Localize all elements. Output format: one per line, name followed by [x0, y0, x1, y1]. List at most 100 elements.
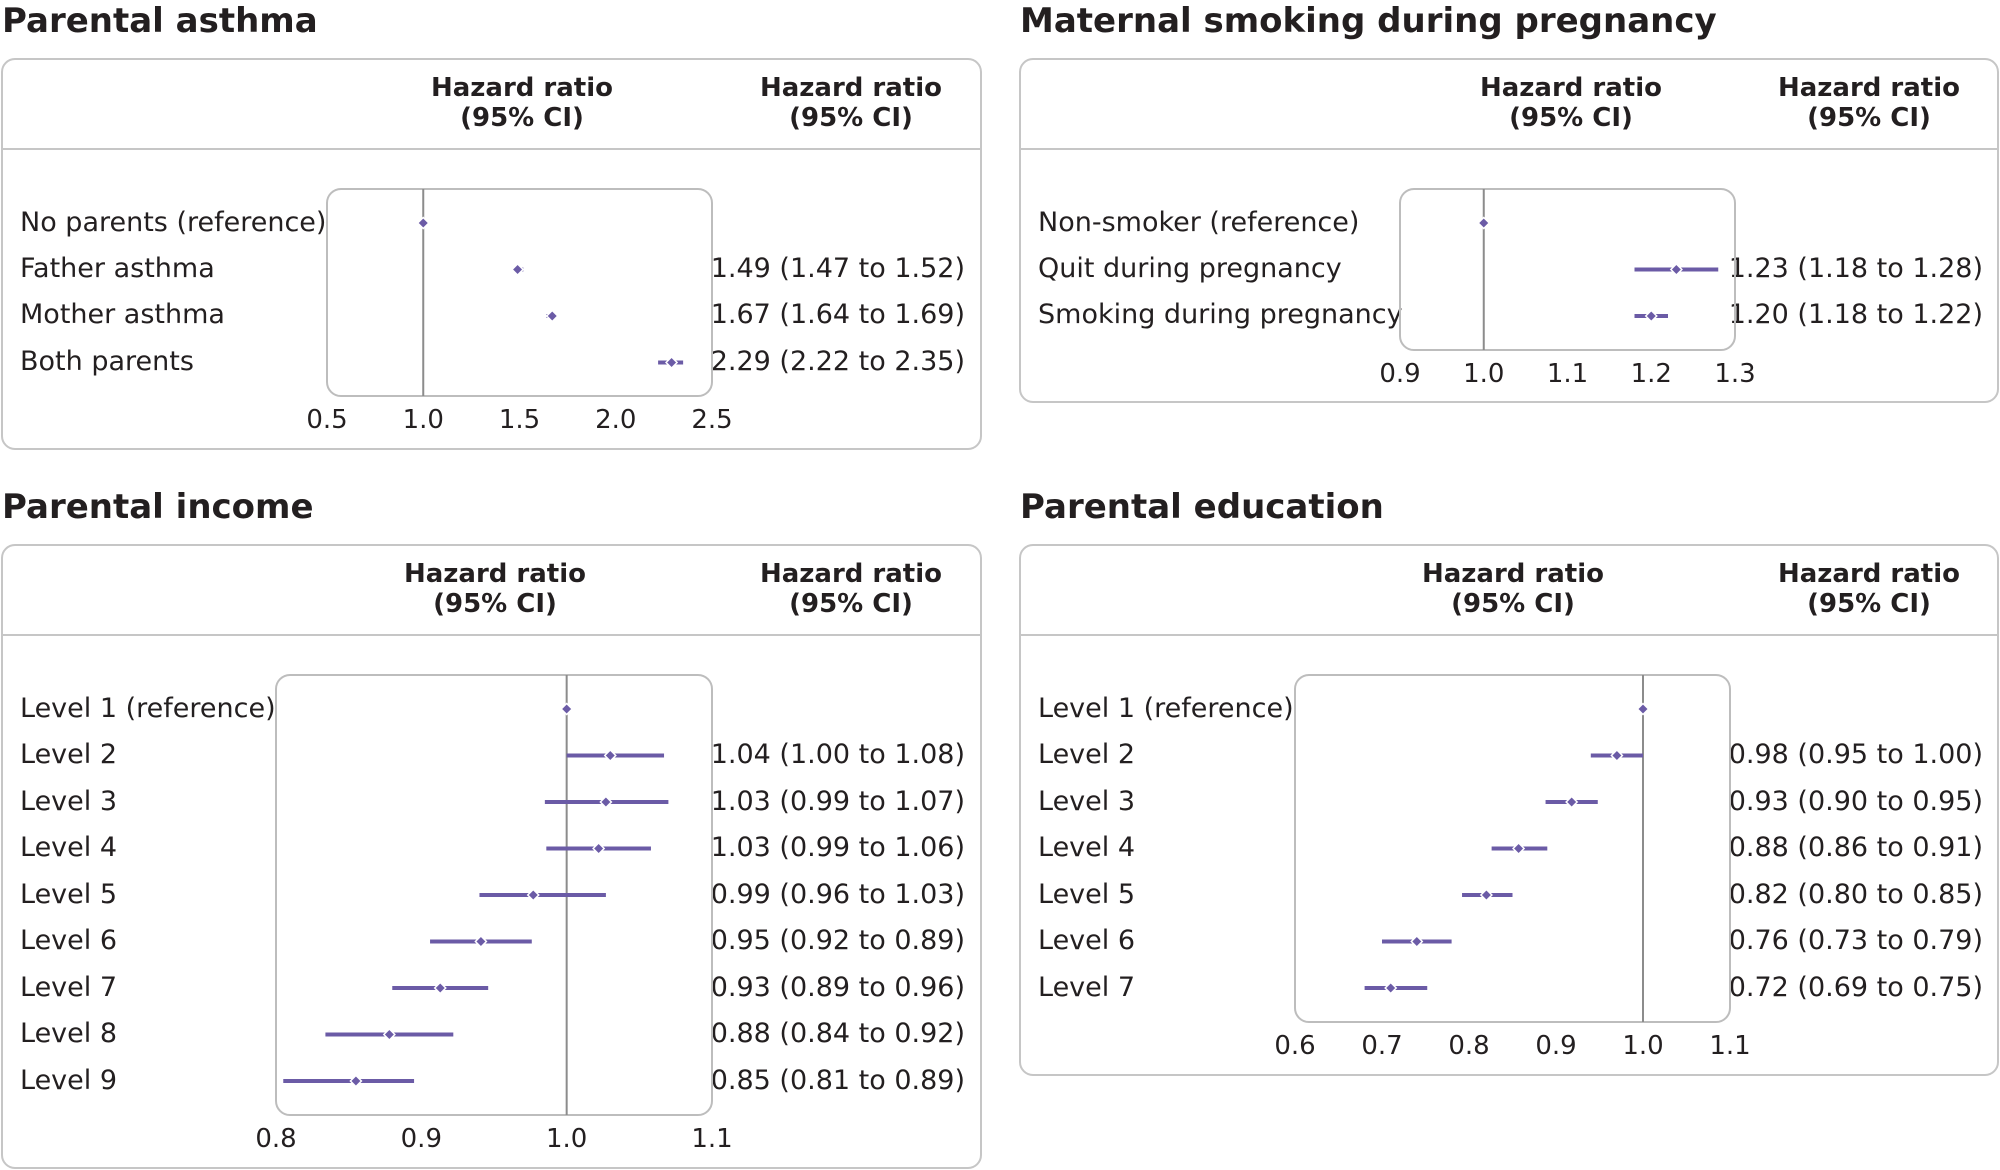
ci-value: 1.04 (1.00 to 1.08)	[710, 739, 965, 770]
header-divider	[1021, 634, 1997, 636]
row-label: Level 8	[20, 1018, 118, 1049]
hr-point	[1384, 981, 1398, 995]
header-line-1: Hazard ratio	[759, 73, 943, 103]
row-label: Level 1 (reference)	[20, 693, 276, 724]
x-tick-label: 2.5	[691, 405, 732, 435]
ci-value: 1.03 (0.99 to 1.06)	[710, 832, 965, 863]
ci-value: 0.72 (0.69 to 0.75)	[1728, 972, 1983, 1003]
panel-frame: Hazard ratio (95% CI) Hazard ratio (95% …	[1019, 58, 1999, 403]
hr-point	[1644, 309, 1658, 323]
hr-point	[1512, 841, 1526, 856]
header-line-2: (95% CI)	[789, 589, 913, 619]
panel-title: Parental asthma	[2, 1, 318, 41]
hr-point	[599, 795, 613, 809]
x-tick-label: 1.0	[1622, 1031, 1663, 1061]
x-tick-label: 0.6	[1274, 1031, 1315, 1061]
x-tick-label: 1.3	[1714, 359, 1755, 389]
forest-column-header: Hazard ratio (95% CI)	[1451, 73, 1691, 133]
forest-column-header: Hazard ratio (95% CI)	[402, 73, 642, 133]
x-tick-label: 0.8	[1448, 1031, 1489, 1061]
ci-column-header: Hazard ratio (95% CI)	[1749, 559, 1989, 619]
header-line-2: (95% CI)	[1807, 103, 1931, 133]
ci-value: 0.99 (0.96 to 1.03)	[710, 879, 965, 910]
row-label: Level 5	[1038, 879, 1136, 910]
x-tick-label: 1.0	[546, 1124, 587, 1154]
header-line-2: (95% CI)	[433, 589, 557, 619]
row-label: Level 6	[1038, 925, 1136, 956]
row-label: Level 1 (reference)	[1038, 693, 1294, 724]
row-label: Quit during pregnancy	[1038, 253, 1342, 284]
ci-value: 1.20 (1.18 to 1.22)	[1728, 299, 1983, 330]
hr-point	[433, 981, 447, 995]
plot-frame	[1294, 674, 1731, 1023]
hr-point	[511, 262, 525, 277]
ci-value: 1.23 (1.18 to 1.28)	[1728, 253, 1983, 284]
x-tick-label: 1.2	[1631, 359, 1672, 389]
ci-value: 2.29 (2.22 to 2.35)	[710, 346, 965, 377]
header-line-1: Hazard ratio	[403, 559, 587, 589]
ci-value: 0.82 (0.80 to 0.85)	[1728, 879, 1983, 910]
hr-point	[349, 1074, 363, 1088]
header-line-2: (95% CI)	[1807, 589, 1931, 619]
row-label: Level 7	[1038, 972, 1136, 1003]
ci-column-header: Hazard ratio (95% CI)	[731, 559, 971, 619]
hr-point	[1479, 888, 1493, 902]
row-label: Level 7	[20, 972, 118, 1003]
header-line-2: (95% CI)	[789, 103, 913, 133]
header-divider	[3, 148, 980, 150]
header-line-1: Hazard ratio	[1479, 73, 1663, 103]
hr-point	[382, 1027, 396, 1042]
hr-point	[665, 355, 679, 370]
panel-title: Maternal smoking during pregnancy	[1020, 1, 1717, 41]
x-tick-label: 0.9	[1379, 359, 1420, 389]
hr-point	[560, 702, 574, 716]
forest-column-header: Hazard ratio (95% CI)	[1393, 559, 1633, 619]
x-tick-label: 0.8	[255, 1124, 296, 1154]
x-tick-label: 1.0	[403, 405, 444, 435]
hr-point	[1636, 702, 1650, 716]
hr-point	[545, 309, 559, 323]
hr-point	[1477, 216, 1491, 230]
row-label: Level 2	[1038, 739, 1136, 770]
panel-title: Parental income	[2, 487, 314, 527]
row-label: Father asthma	[20, 253, 215, 284]
ci-value: 0.95 (0.92 to 0.89)	[710, 925, 965, 956]
ci-value: 0.93 (0.89 to 0.96)	[710, 972, 965, 1003]
ci-column-header: Hazard ratio (95% CI)	[731, 73, 971, 133]
row-label: Level 9	[20, 1065, 118, 1096]
plot-frame	[1399, 188, 1736, 351]
hr-point	[592, 841, 606, 856]
row-label: Level 5	[20, 879, 118, 910]
hr-point	[1610, 748, 1624, 763]
row-label: Level 3	[20, 786, 118, 817]
header-line-1: Hazard ratio	[1777, 73, 1961, 103]
header-divider	[1021, 148, 1997, 150]
ci-value: 0.76 (0.73 to 0.79)	[1728, 925, 1983, 956]
plot-frame	[326, 188, 713, 397]
header-line-2: (95% CI)	[460, 103, 584, 133]
hr-point	[474, 934, 488, 949]
ci-value: 0.88 (0.86 to 0.91)	[1728, 832, 1983, 863]
ci-value: 1.03 (0.99 to 1.07)	[710, 786, 965, 817]
row-label: Smoking during pregnancy	[1038, 299, 1403, 330]
x-tick-label: 0.9	[401, 1124, 442, 1154]
header-line-2: (95% CI)	[1509, 103, 1633, 133]
panel-frame: Hazard ratio (95% CI) Hazard ratio (95% …	[1, 58, 982, 450]
hr-point	[1669, 262, 1683, 277]
row-label: Level 2	[20, 739, 118, 770]
x-tick-label: 1.5	[499, 405, 540, 435]
forest-column-header: Hazard ratio (95% CI)	[375, 559, 615, 619]
hr-point	[603, 748, 617, 763]
ci-value: 0.98 (0.95 to 1.00)	[1728, 739, 1983, 770]
hr-point	[1410, 934, 1424, 949]
x-tick-label: 2.0	[595, 405, 636, 435]
row-label: Level 4	[1038, 832, 1136, 863]
row-label: Level 3	[1038, 786, 1136, 817]
row-label: Both parents	[20, 346, 194, 377]
hr-point	[526, 888, 540, 902]
panel-frame: Hazard ratio (95% CI) Hazard ratio (95% …	[1, 544, 982, 1169]
header-line-2: (95% CI)	[1451, 589, 1575, 619]
